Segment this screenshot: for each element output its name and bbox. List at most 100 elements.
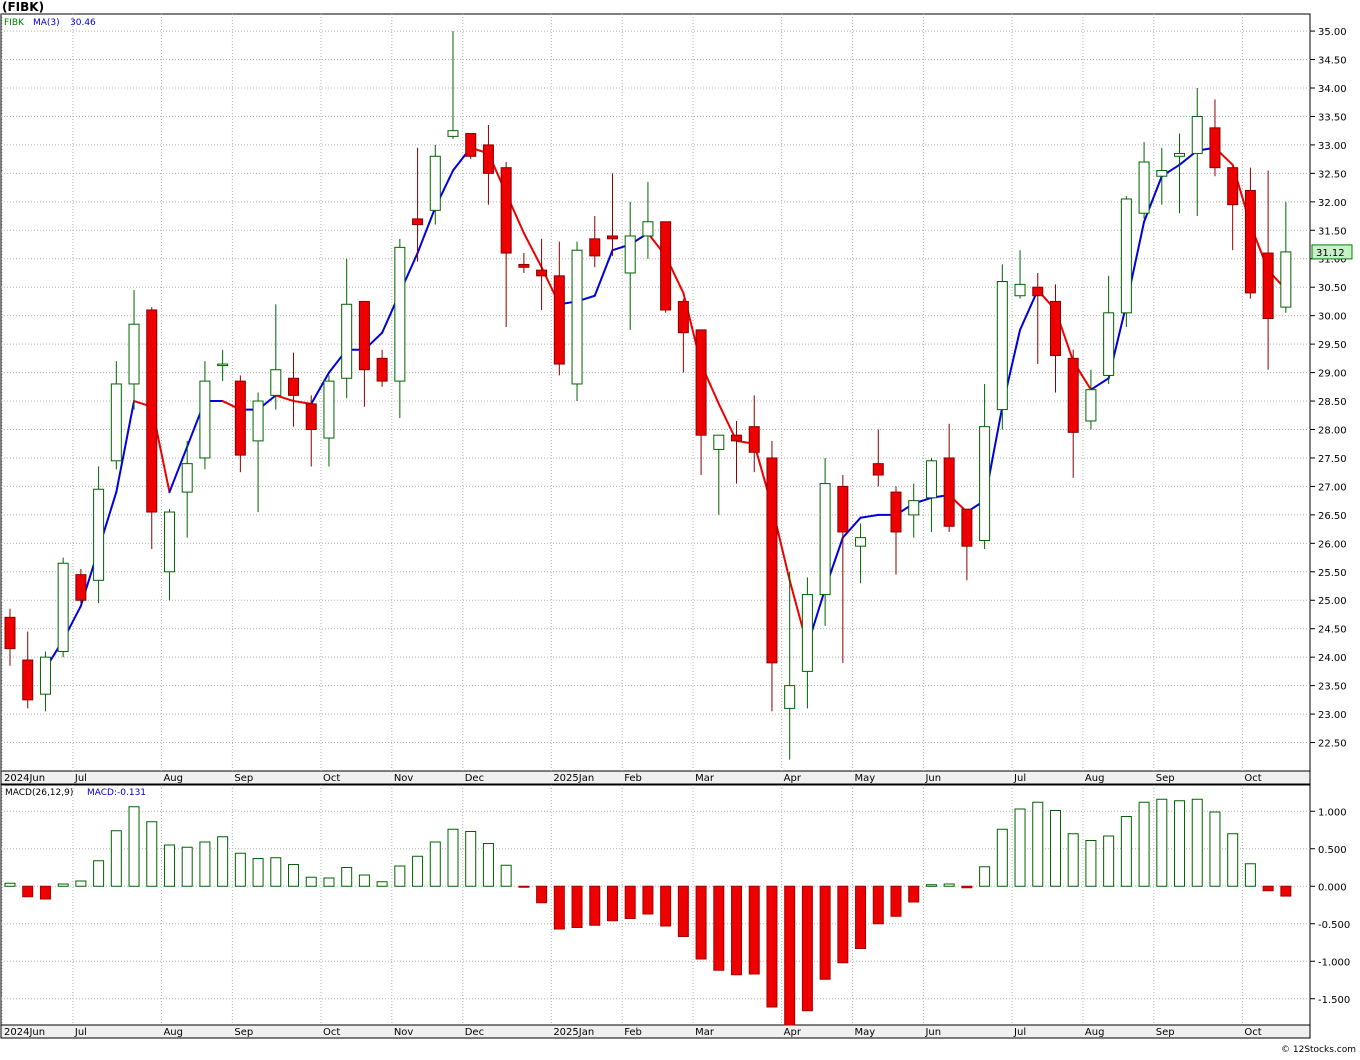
candle <box>22 631 34 709</box>
macd-bar-positive <box>128 806 140 887</box>
price-y-tick-label: 25.50 <box>1318 568 1347 579</box>
macd-bar-positive <box>358 874 370 887</box>
macd-bar-positive <box>75 880 87 887</box>
candle <box>908 483 920 538</box>
price-y-tick-label: 26.00 <box>1318 539 1347 550</box>
price-y-tick-label: 34.50 <box>1318 56 1347 67</box>
macd-y-tick-label: -1.500 <box>1318 995 1350 1006</box>
macd-bar-negative <box>908 885 920 903</box>
candle-body-down <box>1049 300 1061 357</box>
price-y-tick-label: 33.00 <box>1318 141 1347 152</box>
ma-line-segment <box>1019 289 1039 331</box>
candle-body-down <box>1244 189 1256 294</box>
macd-bar-negative <box>784 885 796 1026</box>
candle <box>518 253 530 273</box>
price-y-tick-label: 29.00 <box>1318 369 1347 380</box>
candle-body-up <box>93 488 105 581</box>
macd-bar-negative <box>536 885 548 904</box>
macd-x-tick-label: 2024Jun <box>4 1027 45 1038</box>
candle-body-up <box>784 685 796 709</box>
macd-bar-positive <box>465 831 477 887</box>
ma-legend-label: MA(3) <box>33 18 60 28</box>
ma-legend-value: 30.46 <box>70 18 96 28</box>
candle <box>39 651 51 712</box>
price-x-tick-label: Nov <box>394 773 414 784</box>
candle-body-down <box>1209 127 1221 169</box>
candle <box>1067 349 1079 478</box>
candle-body-up <box>642 221 654 237</box>
candle <box>731 420 743 484</box>
candle <box>855 523 867 584</box>
macd-bar-positive <box>925 884 937 887</box>
macd-bar-positive <box>394 865 406 887</box>
macd-bar-positive <box>1174 800 1186 887</box>
macd-x-tick-label: Aug <box>1085 1027 1105 1038</box>
macd-bar-positive <box>305 876 317 887</box>
ma-line-segment <box>522 232 543 269</box>
candle-body-down <box>412 218 424 226</box>
candle-body-down <box>465 133 477 157</box>
price-x-tick-label: Aug <box>1085 773 1105 784</box>
candle <box>979 383 991 550</box>
candle-body-up <box>252 400 264 442</box>
macd-bar-positive <box>163 844 175 887</box>
macd-bar-positive <box>234 852 246 887</box>
macd-bar-positive <box>146 821 158 887</box>
price-y-tick-label: 35.00 <box>1318 27 1347 38</box>
macd-bar-positive <box>93 860 105 887</box>
candle-body-down <box>1067 357 1079 433</box>
macd-bar-negative <box>961 885 973 889</box>
candle-body-up <box>855 537 867 547</box>
last-price-badge <box>1311 244 1353 260</box>
candle <box>465 133 477 160</box>
price-y-tick-label: 34.00 <box>1318 84 1347 95</box>
macd-bar-negative <box>518 885 530 888</box>
y-axis-layer: 22.50 23.00 23.50 24.00 24.50 25.00 25.50 26.00… <box>1310 27 1350 1006</box>
macd-x-tick-label: Aug <box>163 1027 183 1038</box>
candle <box>447 31 459 140</box>
candle <box>961 508 973 581</box>
macd-bar-positive <box>217 836 229 887</box>
ma-line-segment <box>1143 175 1163 223</box>
macd-y-tick-label: 1.000 <box>1318 807 1347 818</box>
chart-title: (FIBK) <box>2 0 44 14</box>
candle <box>75 568 87 604</box>
macd-bar-positive <box>996 828 1008 887</box>
candle <box>1191 87 1203 217</box>
candle <box>1120 196 1132 328</box>
candle <box>288 352 300 427</box>
candle-body-down <box>837 485 849 533</box>
macd-bar-positive <box>1120 816 1132 887</box>
candle-body-up <box>447 130 459 137</box>
candle <box>1049 284 1061 393</box>
candle <box>801 577 813 709</box>
candle <box>553 241 565 376</box>
macd-x-tick-label: Mar <box>695 1027 715 1038</box>
candle-body-up <box>1156 170 1168 177</box>
candle-body-down <box>518 263 530 268</box>
macd-y-tick-label: 0.000 <box>1318 882 1347 893</box>
x-axis-layer: 2024Jun 2024Jun Jul Jul Aug Aug Sep Sep Oct Oct No… <box>4 773 1262 1038</box>
candle <box>305 395 317 467</box>
candle <box>4 608 16 666</box>
candle <box>376 349 388 387</box>
macd-bar-negative <box>624 885 636 919</box>
candle <box>341 258 353 399</box>
price-y-tick-label: 33.50 <box>1318 112 1347 123</box>
price-x-tick-label: 2025Jan <box>553 773 594 784</box>
macd-bar-negative <box>606 885 618 922</box>
price-y-tick-label: 24.50 <box>1318 625 1347 636</box>
candle <box>1244 167 1256 299</box>
price-x-tick-label: Jul <box>1013 773 1026 784</box>
macd-bar-positive <box>110 830 122 887</box>
price-y-tick-label: 22.50 <box>1318 739 1347 750</box>
candle-body-down <box>288 377 300 396</box>
candle <box>57 557 69 658</box>
candle-body-up <box>1138 161 1150 214</box>
price-y-tick-label: 31.00 <box>1318 255 1347 266</box>
candle-body-up <box>1085 389 1097 422</box>
macd-bar-positive <box>482 843 494 887</box>
price-y-tick-label: 30.50 <box>1318 283 1347 294</box>
